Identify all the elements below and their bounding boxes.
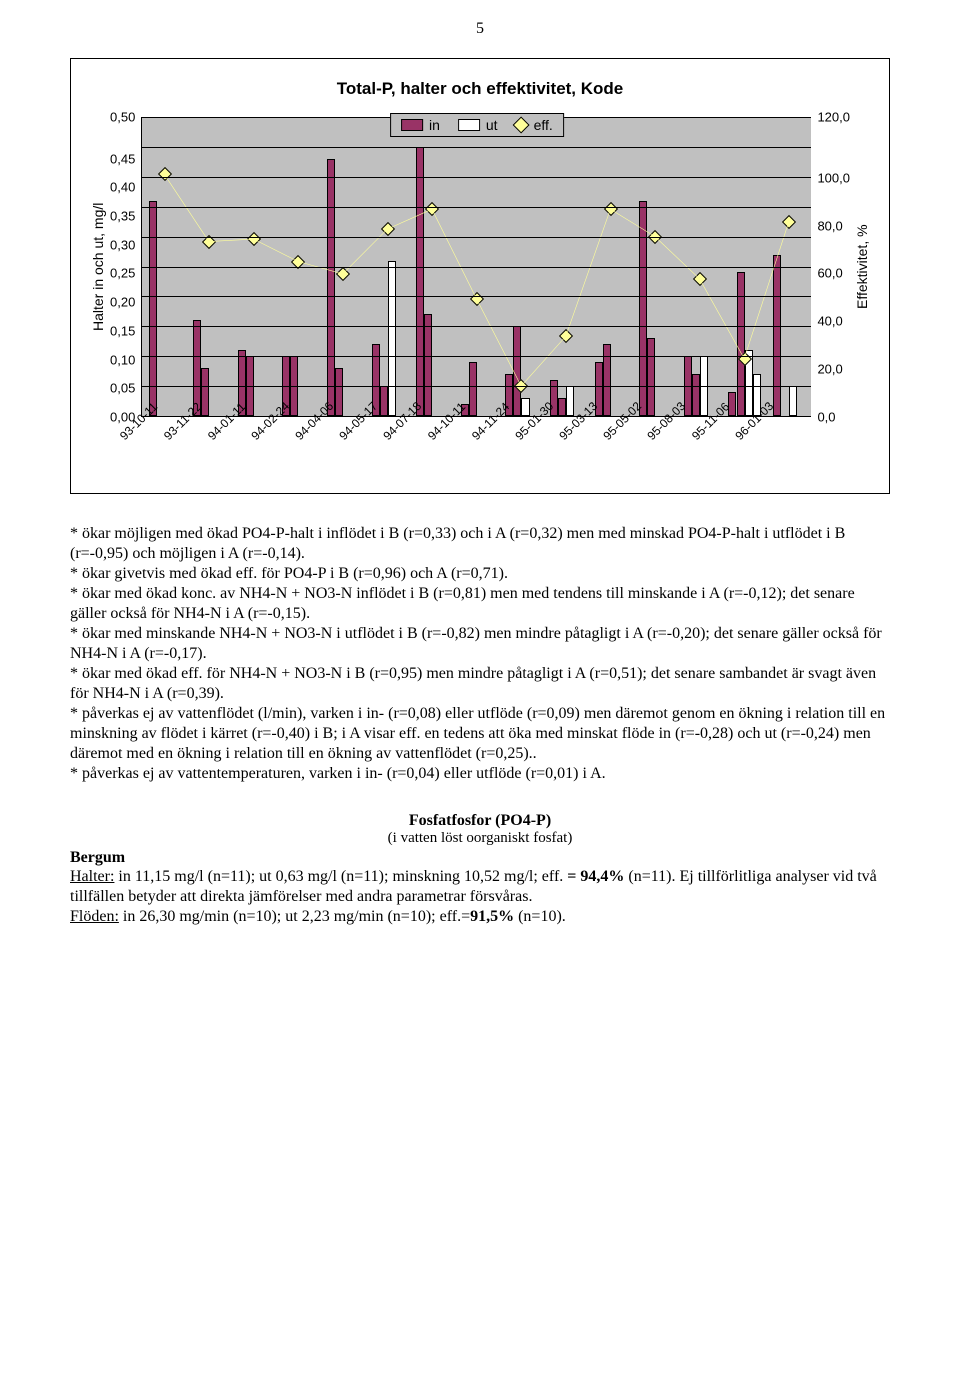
y-axis-right-label: Effektivitet, %	[850, 117, 874, 417]
body-paragraph: * ökar med minskande NH4-N + NO3-N i utf…	[70, 624, 890, 664]
gridline	[142, 147, 811, 148]
body-paragraph: * påverkas ej av vattenflödet (l/min), v…	[70, 704, 890, 764]
y-tick-right: 0,0	[817, 410, 850, 423]
x-ticks: 93-10-1193-11-2294-01-1194-02-2494-04-06…	[150, 423, 810, 483]
y-tick-left: 0,35	[110, 210, 135, 223]
y-tick-right: 60,0	[817, 267, 850, 280]
legend-ut-label: ut	[486, 117, 498, 133]
swatch-eff	[513, 117, 530, 134]
y-tick-left: 0,30	[110, 238, 135, 251]
gridline	[142, 237, 811, 238]
body-paragraph: * ökar givetvis med ökad eff. för PO4-P …	[70, 564, 890, 584]
y-tick-left: 0,05	[110, 382, 135, 395]
section-heading: Fosfatfosfor (PO4-P)	[70, 812, 890, 830]
y-ticks-right: 120,0100,080,060,040,020,00,0	[811, 117, 850, 417]
y-tick-left: 0,50	[110, 111, 135, 124]
section-subheading: (i vatten löst oorganiskt fosfat)	[70, 830, 890, 847]
swatch-in	[401, 119, 423, 131]
y-tick-left: 0,20	[110, 296, 135, 309]
y-tick-left: 0,40	[110, 181, 135, 194]
chart-title: Total-P, halter och effektivitet, Kode	[86, 79, 874, 99]
gridline	[142, 296, 811, 297]
page-number: 5	[70, 20, 890, 38]
y-tick-right: 40,0	[817, 315, 850, 328]
section-runner: Bergum	[70, 849, 890, 867]
chart-legend: in ut eff.	[390, 113, 564, 137]
legend-item-eff: eff.	[516, 117, 553, 133]
body-paragraph: * ökar med ökad konc. av NH4-N + NO3-N i…	[70, 584, 890, 624]
body-paragraph: * påverkas ej av vattentemperaturen, var…	[70, 764, 890, 784]
y-tick-right: 120,0	[817, 111, 850, 124]
body-text: * ökar möjligen med ökad PO4-P-halt i in…	[70, 524, 890, 784]
legend-in-label: in	[429, 117, 440, 133]
swatch-ut	[458, 119, 480, 131]
legend-eff-label: eff.	[534, 117, 553, 133]
y-tick-left: 0,15	[110, 324, 135, 337]
section-line: Halter: in 11,15 mg/l (n=11); ut 0,63 mg…	[70, 867, 890, 907]
section-body: Halter: in 11,15 mg/l (n=11); ut 0,63 mg…	[70, 867, 890, 927]
section-line: Flöden: in 26,30 mg/min (n=10); ut 2,23 …	[70, 907, 890, 927]
gridline	[142, 267, 811, 268]
gridline	[142, 177, 811, 178]
y-axis-left-label: Halter in och ut, mg/l	[86, 117, 110, 417]
gridline	[142, 386, 811, 387]
y-tick-right: 20,0	[817, 363, 850, 376]
gridline	[142, 326, 811, 327]
y-tick-left: 0,45	[110, 152, 135, 165]
legend-item-ut: ut	[458, 117, 498, 133]
y-ticks-left: 0,500,450,400,350,300,250,200,150,100,05…	[110, 117, 141, 417]
chart-container: Total-P, halter och effektivitet, Kode H…	[70, 58, 890, 494]
y-tick-left: 0,10	[110, 353, 135, 366]
body-paragraph: * ökar med ökad eff. för NH4-N + NO3-N i…	[70, 664, 890, 704]
x-tick: 96-01-03	[766, 423, 810, 483]
page: 5 Total-P, halter och effektivitet, Kode…	[0, 0, 960, 967]
y-tick-left: 0,25	[110, 267, 135, 280]
y-tick-right: 80,0	[817, 219, 850, 232]
body-paragraph: * ökar möjligen med ökad PO4-P-halt i in…	[70, 524, 890, 564]
chart-plot: in ut eff.	[141, 117, 811, 417]
y-tick-right: 100,0	[817, 171, 850, 184]
gridline	[142, 356, 811, 357]
gridline	[142, 207, 811, 208]
legend-item-in: in	[401, 117, 440, 133]
chart-area: Halter in och ut, mg/l 0,500,450,400,350…	[86, 117, 874, 483]
